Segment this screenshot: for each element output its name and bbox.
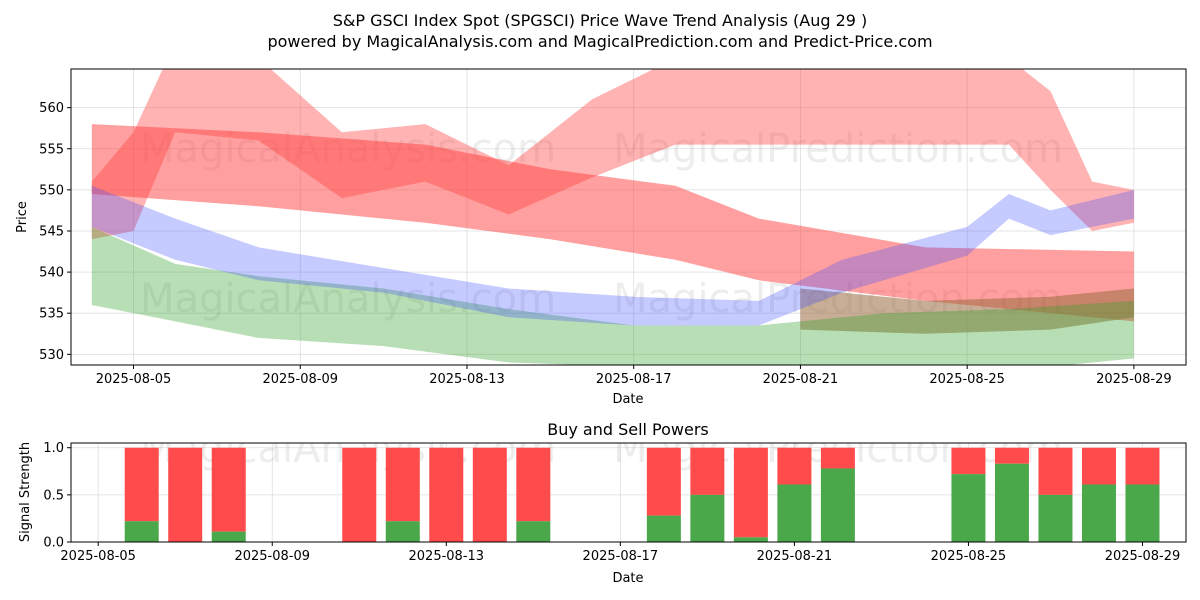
x-tick-label: 2025-08-25 bbox=[931, 549, 1007, 564]
price-wave-panel: MagicalAnalysis.com MagicalPrediction.co… bbox=[15, 68, 1187, 407]
sell-bar bbox=[951, 447, 986, 475]
buy-bar bbox=[646, 515, 681, 542]
sell-bar bbox=[211, 447, 246, 532]
sell-bar bbox=[777, 447, 812, 485]
sell-bar bbox=[516, 447, 551, 522]
y-tick-label: 530 bbox=[39, 348, 64, 363]
watermark-analysis-mid: MagicalAnalysis.com bbox=[140, 276, 556, 322]
buy-bar bbox=[1125, 484, 1160, 542]
buy-sell-plot-frame bbox=[70, 442, 1187, 543]
y-tick-label: 0.5 bbox=[43, 488, 64, 503]
buy-bar bbox=[1038, 494, 1073, 542]
buy-sell-y-ticks: 0.0 0.5 1.0 bbox=[43, 441, 71, 551]
sell-bar bbox=[1125, 447, 1160, 485]
y-tick-label: 540 bbox=[39, 266, 64, 281]
buy-sell-x-ticks: 2025-08-05 2025-08-09 2025-08-13 2025-08-17… bbox=[60, 542, 1180, 564]
x-tick-label: 2025-08-09 bbox=[234, 549, 310, 564]
x-tick-label: 2025-08-13 bbox=[429, 372, 505, 387]
chart-title-line-2: powered by MagicalAnalysis.com and Magic… bbox=[267, 32, 932, 51]
price-y-axis-label: Price bbox=[15, 201, 30, 233]
price-x-ticks: 2025-08-05 2025-08-09 2025-08-13 2025-08-17… bbox=[96, 365, 1172, 387]
sell-bar bbox=[1081, 447, 1116, 485]
price-x-axis-label: Date bbox=[612, 392, 643, 407]
y-tick-label: 550 bbox=[39, 183, 64, 198]
price-plot-frame bbox=[70, 68, 1187, 366]
price-bands bbox=[91, 69, 1134, 365]
band-green-wave bbox=[91, 226, 1134, 365]
buy-sell-panel: Buy and Sell Powers MagicalAnalysis.com … bbox=[18, 420, 1187, 586]
y-tick-label: 0.0 bbox=[43, 536, 64, 551]
sell-bar bbox=[385, 447, 420, 522]
y-tick-label: 545 bbox=[39, 224, 64, 239]
x-tick-label: 2025-08-05 bbox=[96, 372, 172, 387]
band-red-wave-high bbox=[91, 69, 1134, 240]
buy-sell-bars bbox=[124, 447, 1160, 542]
sell-bar bbox=[342, 447, 377, 542]
buy-sell-y-axis-label: Signal Strength bbox=[18, 442, 33, 542]
x-tick-label: 2025-08-29 bbox=[1096, 372, 1172, 387]
price-y-ticks: 530 535 540 545 550 555 560 bbox=[39, 101, 71, 363]
band-brown-wave bbox=[800, 288, 1134, 334]
sell-bar bbox=[690, 447, 725, 495]
buy-bar bbox=[1081, 484, 1116, 542]
buy-bar bbox=[124, 521, 159, 542]
buy-bar bbox=[951, 474, 986, 542]
buy-bar bbox=[211, 531, 246, 542]
buy-bar bbox=[820, 468, 855, 542]
y-tick-label: 555 bbox=[39, 142, 64, 157]
y-tick-label: 1.0 bbox=[43, 441, 64, 456]
x-tick-label: 2025-08-25 bbox=[929, 372, 1005, 387]
band-blue-wave bbox=[91, 185, 1134, 326]
watermark-prediction-top: MagicalPrediction.com bbox=[613, 126, 1063, 172]
x-tick-label: 2025-08-13 bbox=[409, 549, 485, 564]
x-tick-label: 2025-08-05 bbox=[60, 549, 136, 564]
sell-bar bbox=[820, 447, 855, 469]
sell-bar bbox=[733, 447, 768, 538]
y-tick-label: 535 bbox=[39, 307, 64, 322]
x-tick-label: 2025-08-17 bbox=[583, 549, 659, 564]
buy-bar bbox=[385, 521, 420, 542]
band-red-wave-mid bbox=[91, 124, 1134, 322]
sell-bar bbox=[1038, 447, 1073, 495]
x-tick-label: 2025-08-17 bbox=[596, 372, 672, 387]
sell-bar bbox=[124, 447, 159, 522]
x-tick-label: 2025-08-21 bbox=[763, 372, 839, 387]
buy-sell-title: Buy and Sell Powers bbox=[547, 420, 709, 439]
chart-title-line-1: S&P GSCI Index Spot (SPGSCI) Price Wave … bbox=[333, 11, 868, 30]
x-tick-label: 2025-08-29 bbox=[1105, 549, 1181, 564]
sell-bar bbox=[994, 447, 1029, 464]
buy-bar bbox=[777, 484, 812, 542]
sell-bar bbox=[429, 447, 464, 542]
buy-sell-x-axis-label: Date bbox=[612, 571, 643, 586]
sell-bar bbox=[646, 447, 681, 516]
buy-bar bbox=[516, 521, 551, 542]
buy-bar bbox=[994, 463, 1029, 542]
buy-bar bbox=[690, 494, 725, 542]
sell-bar bbox=[168, 447, 203, 542]
sell-bar bbox=[472, 447, 507, 542]
x-tick-label: 2025-08-09 bbox=[262, 372, 338, 387]
buy-bar bbox=[733, 537, 768, 542]
y-tick-label: 560 bbox=[39, 101, 64, 116]
x-tick-label: 2025-08-21 bbox=[757, 549, 833, 564]
